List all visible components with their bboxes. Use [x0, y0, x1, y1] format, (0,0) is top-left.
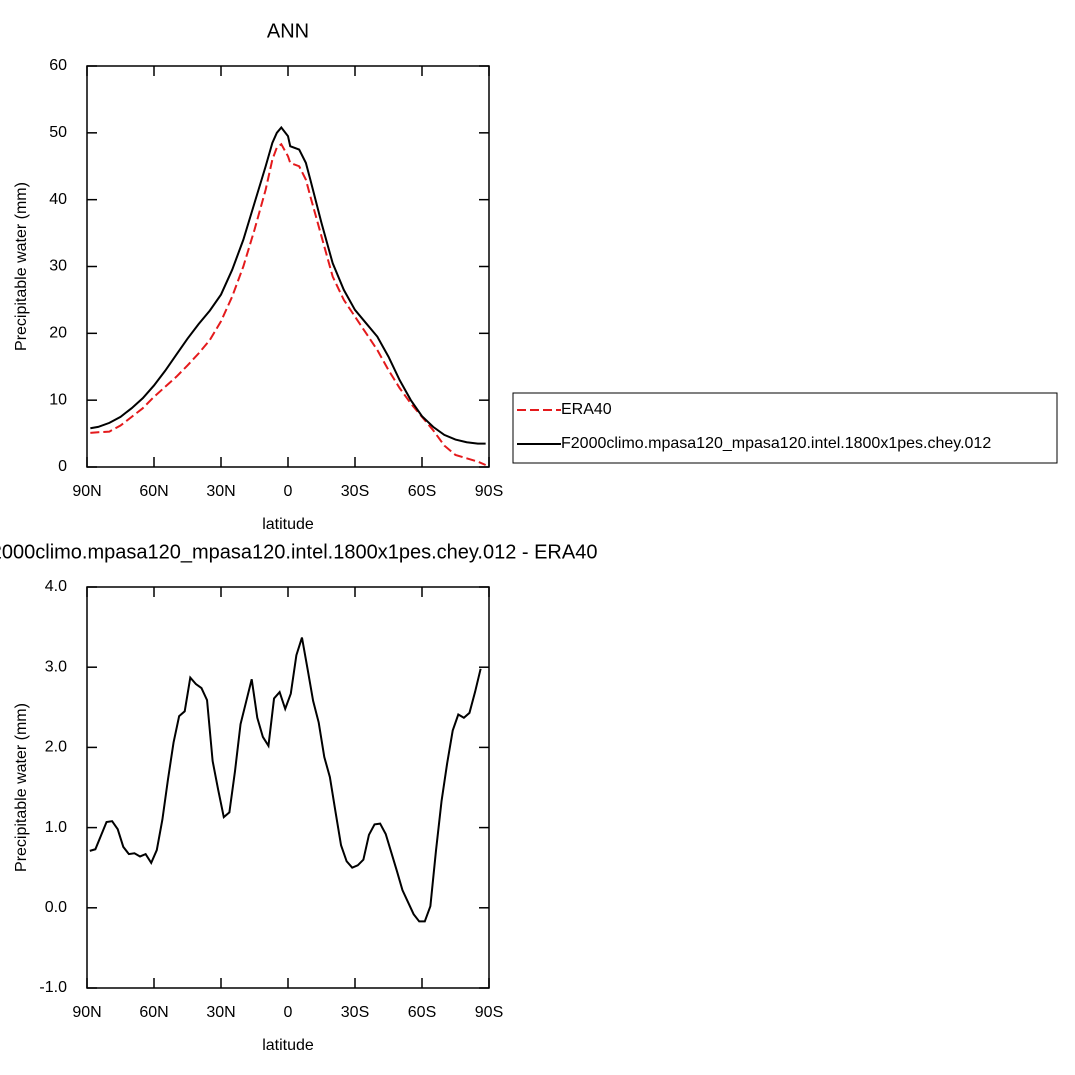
x-tick-label: 90S: [475, 483, 503, 500]
x-tick-label: 90N: [72, 1004, 101, 1021]
legend-label: F2000climo.mpasa120_mpasa120.intel.1800x…: [561, 435, 991, 452]
y-tick-label: 2.0: [45, 739, 67, 756]
x-tick-label: 60S: [408, 483, 436, 500]
y-tick-label: 30: [49, 258, 67, 275]
data-line: [90, 142, 487, 466]
y-tick-label: 0: [58, 458, 67, 475]
x-tick-label: 60N: [139, 1004, 168, 1021]
x-axis-label: latitude: [262, 516, 314, 533]
legend-box: [512, 392, 1058, 464]
x-tick-label: 90S: [475, 1004, 503, 1021]
x-tick-label: 60S: [408, 1004, 436, 1021]
chart-title: F2000climo.mpasa120_mpasa120.intel.1800x…: [0, 541, 597, 563]
x-tick-label: 30S: [341, 483, 369, 500]
y-tick-label: 50: [49, 124, 67, 141]
y-axis-label: Precipitable water (mm): [13, 182, 30, 351]
y-tick-label: 3.0: [45, 658, 67, 675]
x-axis-label: latitude: [262, 1037, 314, 1054]
plot-frame: [86, 586, 490, 989]
data-line: [89, 637, 482, 923]
chart-title: ANN: [267, 20, 309, 42]
x-tick-label: 0: [284, 483, 293, 500]
data-line: [90, 125, 486, 445]
x-tick-label: 90N: [72, 483, 101, 500]
x-tick-label: 30S: [341, 1004, 369, 1021]
y-tick-label: 4.0: [45, 578, 67, 595]
y-tick-label: -1.0: [39, 979, 67, 996]
y-tick-label: 1.0: [45, 819, 67, 836]
x-tick-label: 30N: [206, 483, 235, 500]
y-tick-label: 60: [49, 57, 67, 74]
y-tick-label: 0.0: [45, 899, 67, 916]
plot-frame: [86, 65, 490, 468]
legend-label: ERA40: [561, 401, 612, 418]
x-tick-label: 60N: [139, 483, 168, 500]
x-tick-label: 0: [284, 1004, 293, 1021]
y-tick-label: 10: [49, 391, 67, 408]
y-axis-label: Precipitable water (mm): [13, 703, 30, 872]
x-tick-label: 30N: [206, 1004, 235, 1021]
y-tick-label: 20: [49, 325, 67, 342]
y-tick-label: 40: [49, 191, 67, 208]
